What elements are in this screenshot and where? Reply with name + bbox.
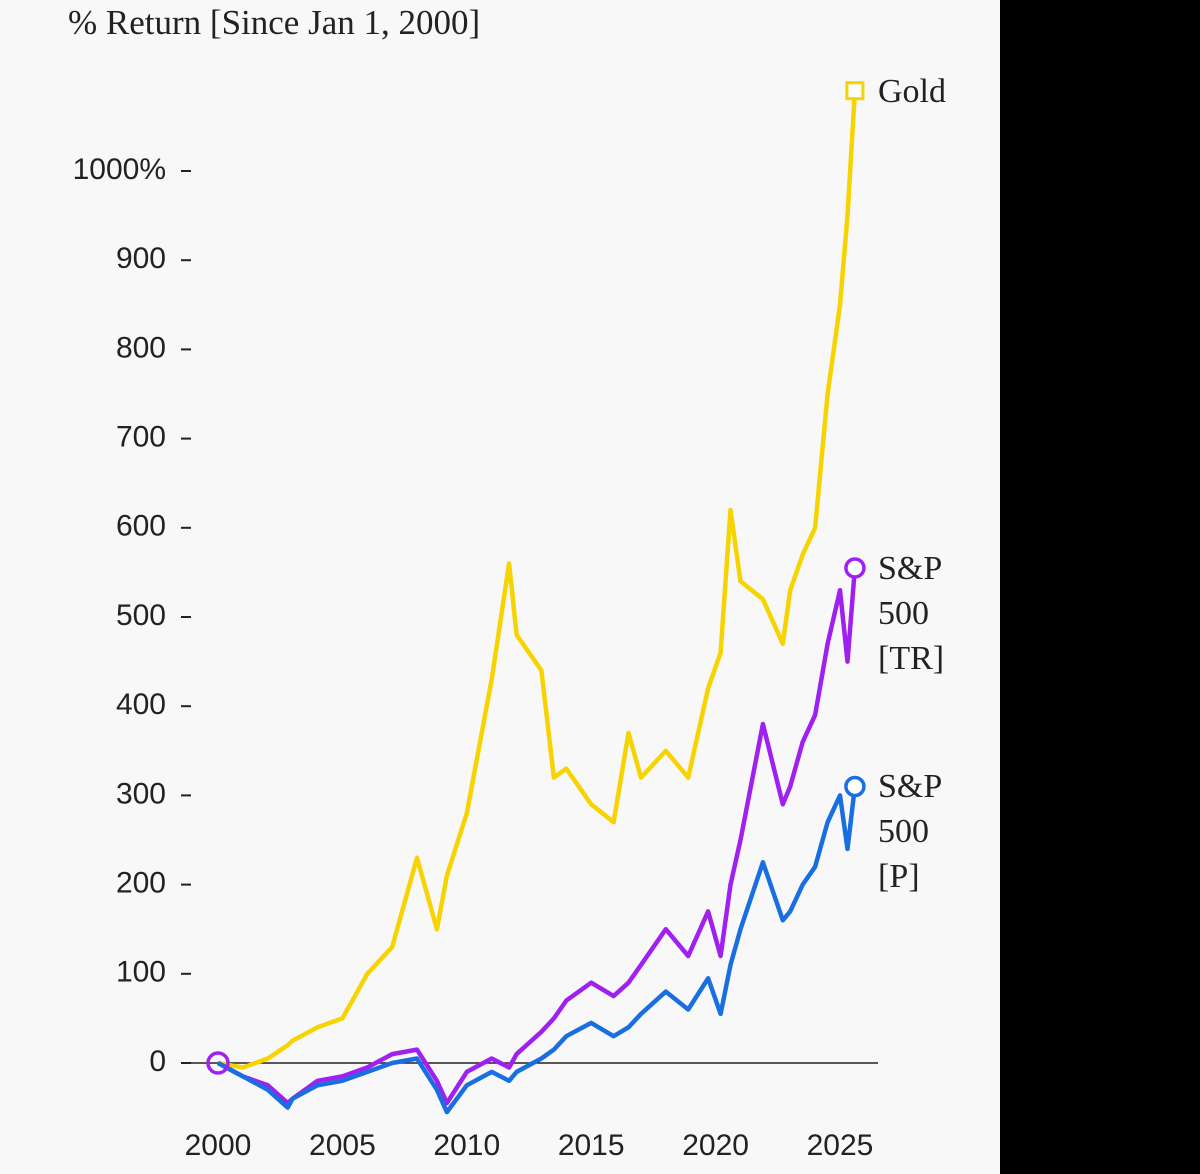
x-tick-label: 2000 — [185, 1129, 252, 1162]
series-line — [216, 786, 858, 1115]
y-tick-label: 700 — [116, 421, 166, 454]
y-tick-label: 300 — [116, 777, 166, 810]
x-tick-label: 2005 — [309, 1129, 376, 1162]
y-tick-label: 100 — [116, 956, 166, 989]
x-tick-label: 2015 — [558, 1129, 625, 1162]
end-marker — [844, 557, 866, 579]
x-tick-label: 2010 — [433, 1129, 500, 1162]
y-tick-label: 600 — [116, 510, 166, 543]
y-tick-label: 0 — [149, 1045, 166, 1078]
end-marker — [844, 775, 866, 798]
y-tick-label: 1000% — [73, 153, 166, 186]
y-tick-label: 900 — [116, 242, 166, 275]
chart-title: % Return [Since Jan 1, 2000] — [68, 3, 480, 42]
x-tick-label: 2025 — [807, 1129, 874, 1162]
series-label: S&P 500 [TR] — [878, 549, 945, 677]
x-tick-label: 2020 — [682, 1129, 749, 1162]
series-label: S&P 500 [P] — [878, 768, 942, 896]
series-line — [216, 567, 858, 1106]
y-tick-label: 500 — [116, 599, 166, 632]
chart-panel — [0, 0, 1000, 1174]
end-marker — [845, 81, 865, 101]
start-marker — [206, 1051, 230, 1075]
series-line — [217, 90, 858, 1070]
y-tick-label: 400 — [116, 688, 166, 721]
y-tick-label: 800 — [116, 331, 166, 364]
y-tick-label: 200 — [116, 867, 166, 900]
series-label: Gold — [878, 72, 946, 110]
